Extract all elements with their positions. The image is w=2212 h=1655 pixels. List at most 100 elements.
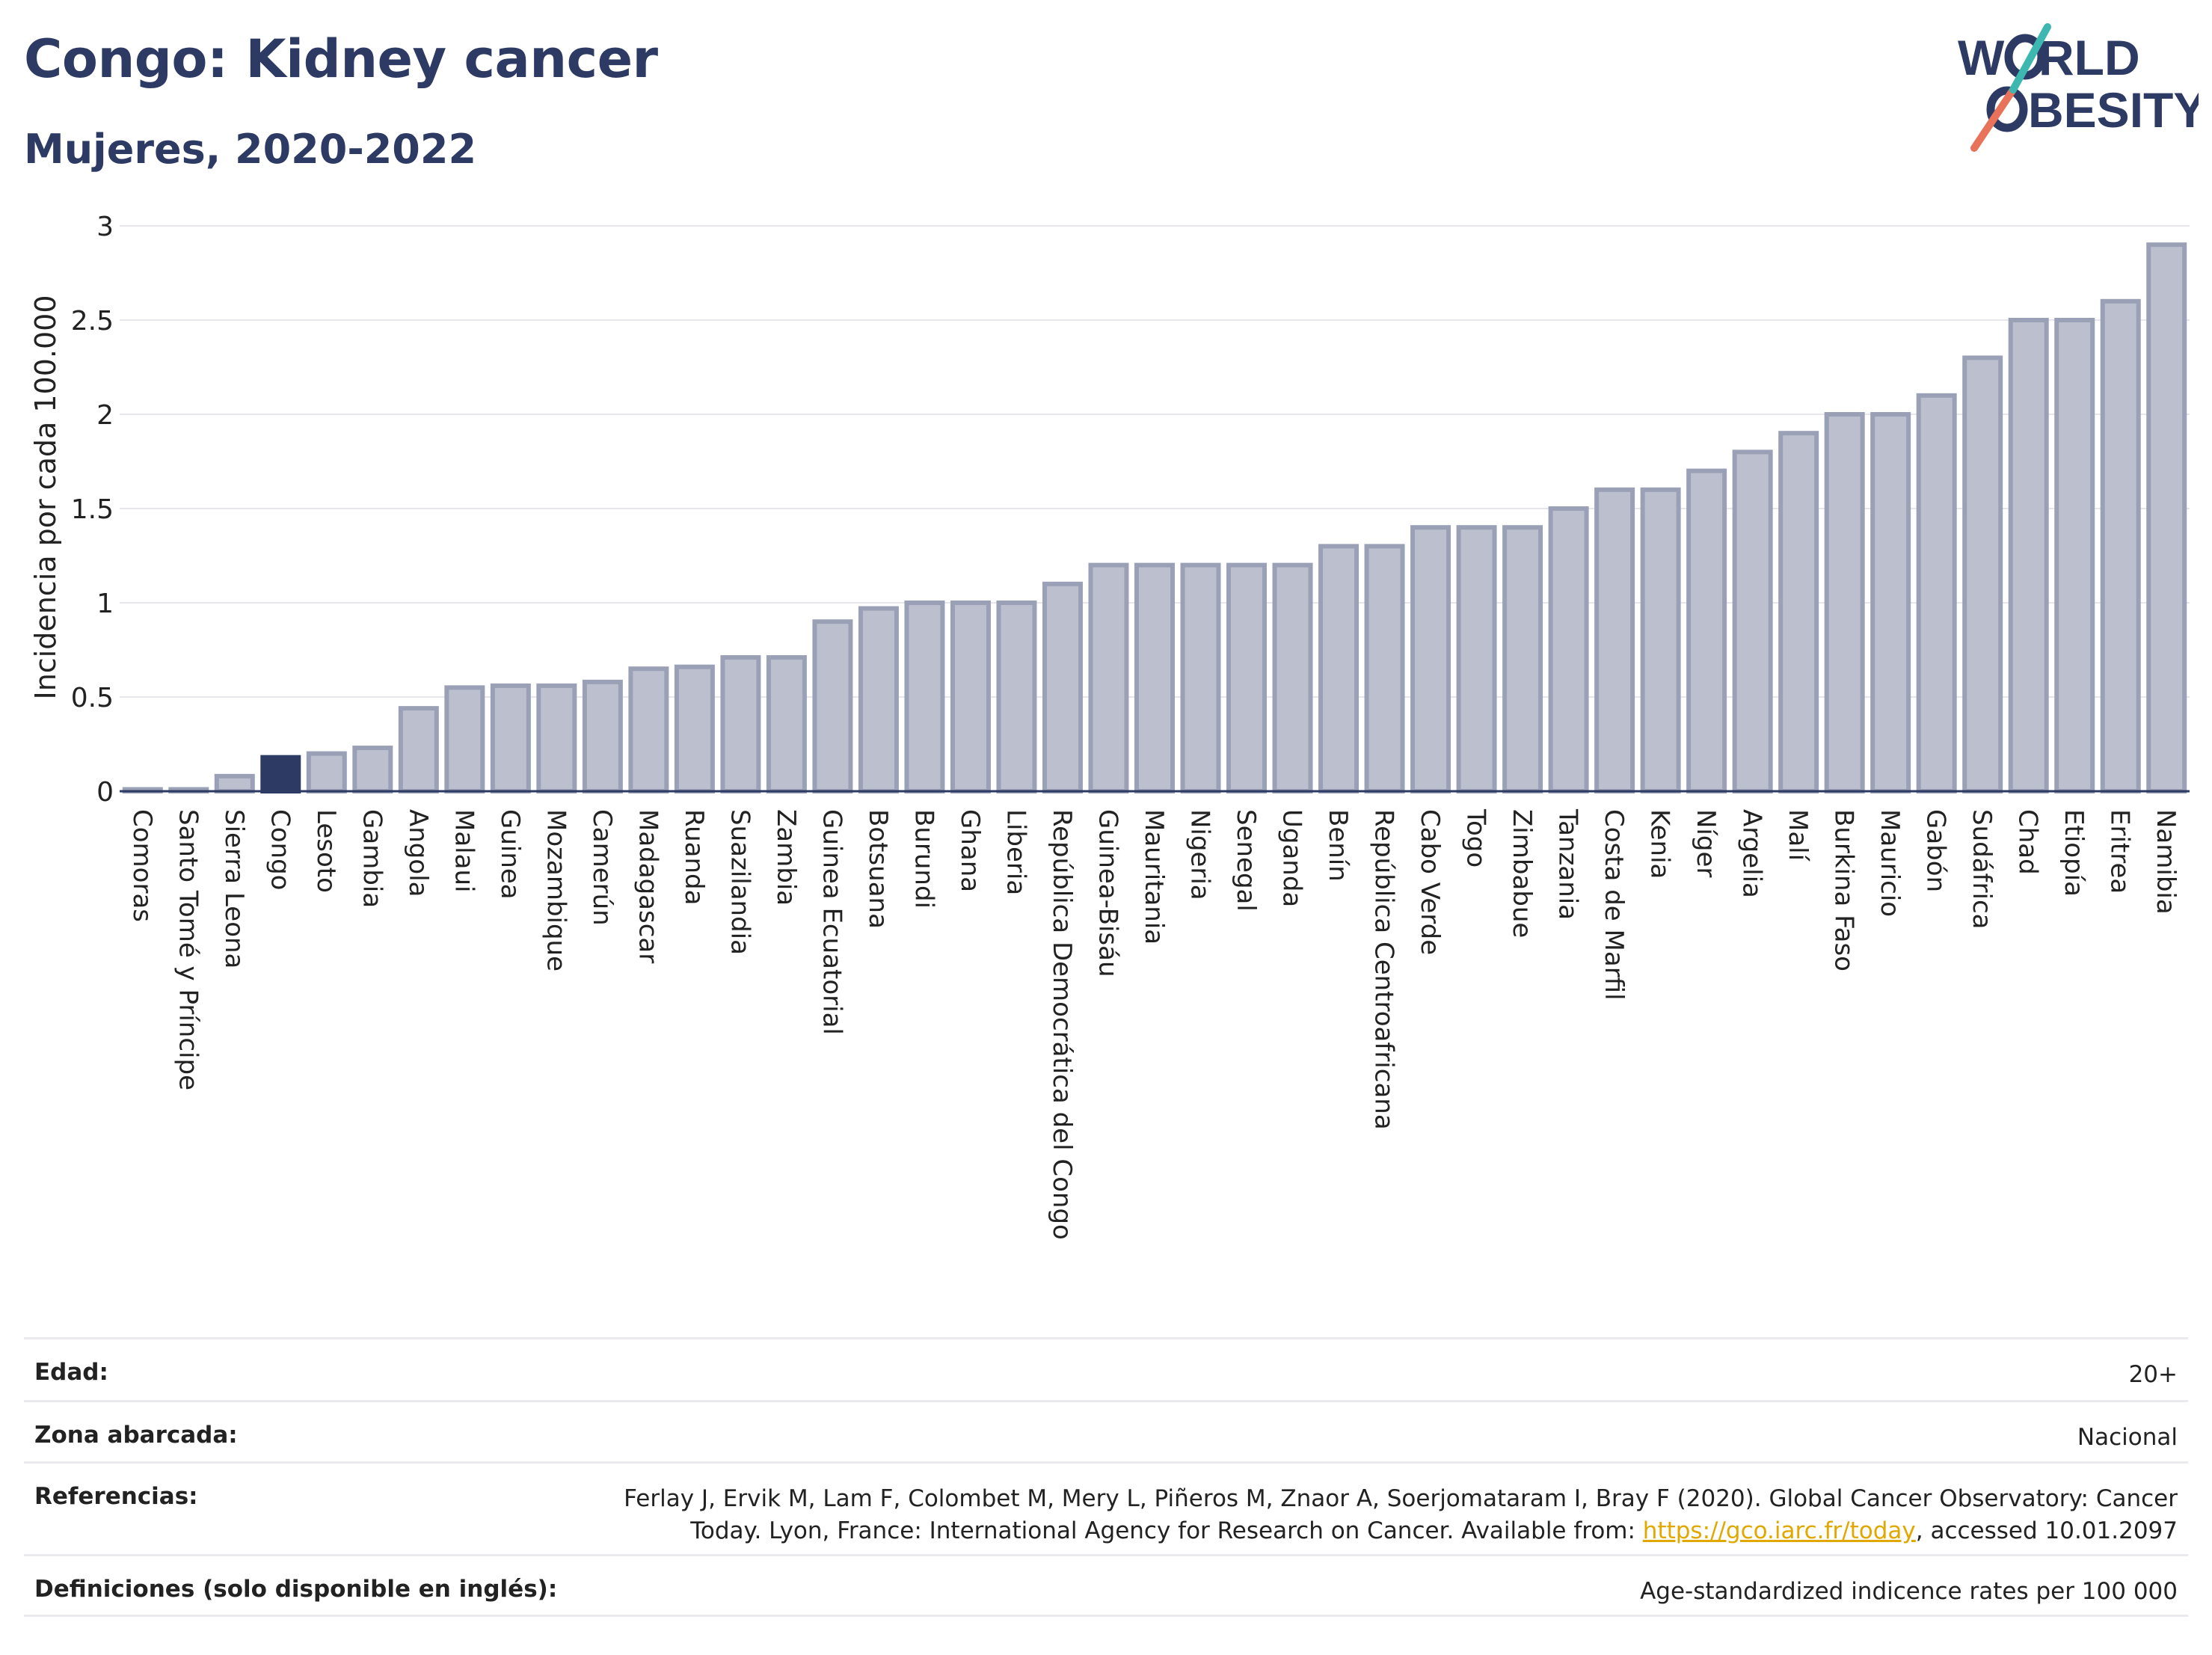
- x-tick-label: Suazilandia: [725, 809, 755, 955]
- x-tick-label: Zambia: [771, 809, 801, 906]
- bar-malaui: [444, 685, 485, 794]
- x-tick-label: Ghana: [955, 809, 985, 892]
- x-tick-label: Níger: [1691, 809, 1721, 877]
- y-tick-label: 0.5: [71, 683, 114, 713]
- bar-suazilandia: [720, 655, 761, 794]
- x-tick-label: Burkina Faso: [1829, 809, 1859, 971]
- x-tick-label: Lesoto: [311, 809, 341, 893]
- x-tick-label: Ruanda: [679, 809, 709, 905]
- bar-guinea-ecuatorial: [812, 619, 853, 794]
- age-value: 20+: [2128, 1361, 2178, 1388]
- bar-república-centroafricana: [1364, 544, 1405, 794]
- definitions-label: Definiciones (solo disponible en inglés)…: [34, 1576, 558, 1603]
- x-tick-label: Botsuana: [863, 809, 893, 929]
- bar-cabo-verde: [1410, 525, 1451, 793]
- world-obesity-logo: W RLD BESITY: [1958, 23, 2199, 152]
- x-tick-label: Madagascar: [633, 809, 663, 963]
- bar-costa-de-marfil: [1594, 487, 1635, 793]
- bar-angola: [398, 706, 439, 793]
- x-tick-label: Argelia: [1737, 809, 1767, 898]
- references-line1: Ferlay J, Ervik M, Lam F, Colombet M, Me…: [624, 1485, 2178, 1512]
- x-tick-label: Guinea: [495, 809, 525, 900]
- x-tick-label: Tanzania: [1553, 808, 1583, 920]
- x-tick-label: Etiopía: [2059, 809, 2089, 897]
- x-tick-label: Comoras: [127, 809, 157, 922]
- x-tick-label: Nigeria: [1185, 809, 1215, 900]
- bar-namibia: [2146, 242, 2187, 793]
- x-tick-label: Mauricio: [1875, 809, 1905, 917]
- bar-argelia: [1732, 449, 1773, 794]
- x-tick-label: Senegal: [1231, 809, 1261, 912]
- bar-liberia: [996, 601, 1037, 793]
- bar-zambia: [766, 655, 807, 794]
- x-tick-label: Namibia: [2151, 809, 2181, 915]
- bar-kenia: [1640, 487, 1681, 793]
- x-tick-label: Costa de Marfil: [1599, 809, 1629, 1001]
- bar-botsuana: [858, 606, 899, 793]
- x-tick-label: República Democrática del Congo: [1047, 809, 1077, 1240]
- bar-chart: 0 0.5 1 1.5 2 2.5 3 Comoras Santo Tomé y Prínci…: [29, 212, 2190, 1240]
- references-link[interactable]: https://gco.iarc.fr/today: [1642, 1517, 1916, 1544]
- x-tick-label: Benín: [1323, 809, 1353, 882]
- bar-etiopía: [2054, 318, 2095, 793]
- references-label: Referencias:: [34, 1483, 198, 1510]
- y-axis-label: Incidencia por cada 100.000: [29, 295, 62, 699]
- bar-togo: [1456, 525, 1497, 793]
- x-tick-label: Malaui: [449, 809, 479, 892]
- meta-row-area: Zona abarcada: Nacional: [24, 1400, 2188, 1461]
- bar-burundi: [904, 601, 945, 793]
- bar-mozambique: [536, 683, 577, 793]
- y-ticks: 0 0.5 1 1.5 2 2.5 3: [71, 212, 114, 808]
- logo-text-besity: BESITY: [2028, 82, 2199, 138]
- logo-text-w: W: [1958, 30, 2005, 85]
- x-tick-label: Zimbabue: [1507, 809, 1537, 938]
- x-tick-label: Kenia: [1645, 809, 1675, 879]
- bar-zimbabue: [1502, 525, 1543, 793]
- bars: [122, 242, 2187, 794]
- chart-title: Congo: Kidney cancer: [24, 28, 658, 90]
- bar-burkina-faso: [1824, 412, 1865, 793]
- logo-slash-coral: [1970, 86, 2017, 152]
- bar-mauricio: [1870, 412, 1911, 793]
- bar-ruanda: [674, 664, 715, 793]
- bar-mauritania: [1134, 562, 1175, 793]
- x-tick-label: Liberia: [1001, 809, 1030, 895]
- bar-benín: [1318, 544, 1360, 794]
- y-tick-label: 0: [96, 777, 114, 808]
- x-tick-label: Guinea-Bisáu: [1093, 809, 1122, 977]
- y-tick-label: 2: [96, 400, 114, 431]
- bar-malí: [1778, 431, 1819, 793]
- bar-camerún: [582, 679, 623, 794]
- bar-lesoto: [306, 751, 347, 793]
- bar-república-democrática-del-congo: [1042, 581, 1083, 793]
- x-tick-label: Camerún: [587, 809, 617, 926]
- logo-slash-teal: [2009, 23, 2051, 93]
- bar-guinea: [490, 683, 531, 793]
- y-tick-label: 2.5: [71, 306, 114, 337]
- bar-ghana: [950, 601, 991, 793]
- x-tick-label: Mauritania: [1139, 809, 1169, 945]
- bar-nigeria: [1180, 562, 1221, 793]
- bar-sudáfrica: [1962, 355, 2003, 793]
- chart-subtitle: Mujeres, 2020-2022: [24, 126, 477, 173]
- area-label: Zona abarcada:: [34, 1422, 238, 1449]
- x-tick-label: Gambia: [357, 809, 387, 908]
- x-tick-label: Angola: [403, 809, 433, 897]
- y-tick-label: 1.5: [71, 494, 114, 525]
- x-tick-label: Togo: [1461, 808, 1491, 868]
- references-line2-pre: Today. Lyon, France: International Agenc…: [690, 1517, 1643, 1544]
- bar-senegal: [1226, 562, 1268, 793]
- meta-row-references: Referencias: Ferlay J, Ervik M, Lam F, C…: [24, 1461, 2188, 1554]
- x-tick-label: Sierra Leona: [219, 809, 249, 968]
- bar-eritrea: [2100, 298, 2141, 793]
- x-tick-label: Chad: [2013, 809, 2043, 875]
- bar-madagascar: [628, 666, 669, 794]
- x-tick-label: Malí: [1783, 809, 1813, 862]
- x-tick-label: Uganda: [1277, 809, 1307, 907]
- bar-uganda: [1272, 562, 1313, 793]
- x-tick-label: Sudáfrica: [1967, 809, 1997, 929]
- meta-row-age: Edad: 20+: [24, 1337, 2188, 1400]
- meta-row-definitions: Definiciones (solo disponible en inglés)…: [24, 1554, 2188, 1617]
- x-tick-label: Santo Tomé y Príncipe: [173, 809, 203, 1090]
- logo-text-rld: RLD: [2039, 30, 2140, 85]
